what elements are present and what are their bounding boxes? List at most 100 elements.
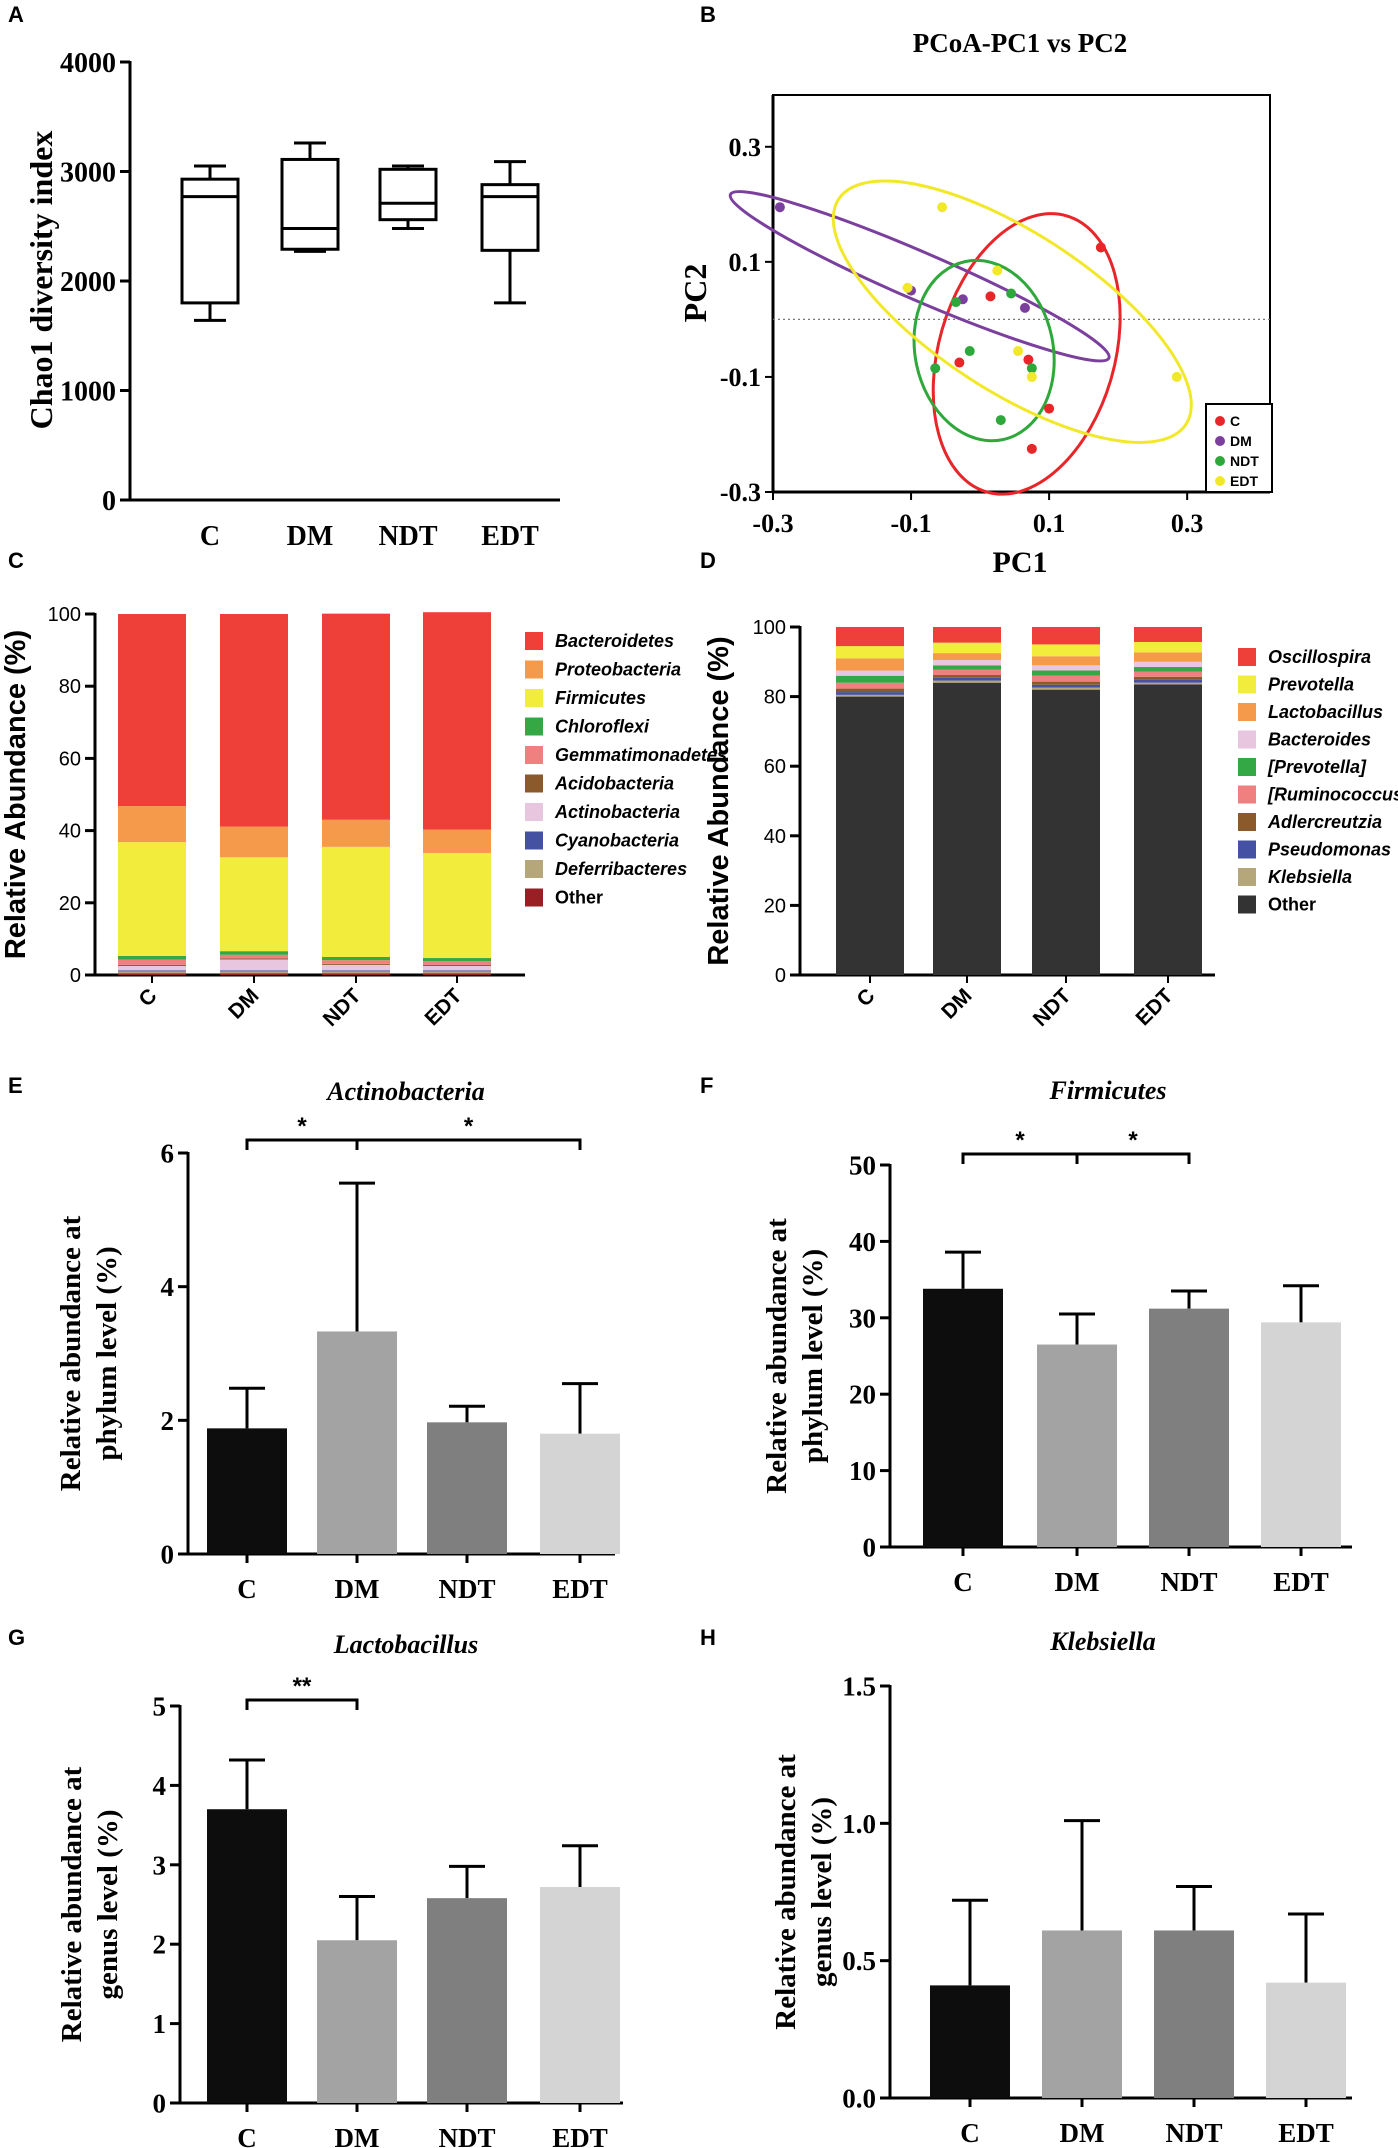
x-tick-label-dm: DM	[287, 521, 334, 552]
legend-label-adlercreutzia: Adlercreutzia	[1267, 812, 1382, 832]
y-axis-label-line-2: phylum level (%)	[797, 1249, 829, 1463]
legend-label-lactobacillus: Lactobacillus	[1268, 702, 1383, 722]
bar-segment-ndt-acidobacteria	[322, 963, 390, 965]
y-tick-label: 80	[764, 687, 786, 709]
legend-label-dm: DM	[1230, 433, 1252, 449]
bar-segment-c-ruminococcus	[836, 682, 904, 689]
legend-swatch-firmicutes	[525, 689, 543, 707]
legend-label-other: Other	[555, 888, 603, 908]
x-tick-label-edt: EDT	[1278, 2118, 1334, 2148]
x-tick-label-dm: DM	[335, 1574, 380, 1604]
y-tick-label: 3	[153, 1850, 167, 1880]
ellipse-ndt	[912, 258, 1056, 443]
box-ndt	[378, 167, 438, 222]
chart-title: Lactobacillus	[333, 1630, 478, 1659]
legend: C DM NDT EDT	[1205, 403, 1273, 493]
y-axis-label: PC2	[677, 264, 713, 323]
legend-label-klebsiella: Klebsiella	[1268, 867, 1352, 887]
bar-segment-ndt-lactobacillus	[1032, 656, 1100, 666]
legend-label-pseudomonas: Pseudomonas	[1268, 840, 1391, 860]
bar-segment-edt-deferribacteres	[423, 971, 491, 974]
bar-segment-ndt-pseudomonas	[1032, 684, 1100, 688]
bar-segment-edt-ruminococcus	[1134, 671, 1202, 677]
x-tick-label-edt: EDT	[421, 984, 467, 1030]
bar-ndt	[427, 1422, 507, 1554]
bar-segment-edt-prevotella	[1134, 667, 1202, 672]
significance-marker: **	[293, 1673, 312, 1700]
legend-label-oscillospira: Oscillospira	[1268, 647, 1371, 667]
y-tick-label: 20	[764, 895, 786, 917]
y-tick-label: 1.5	[842, 1671, 876, 1701]
bar-segment-c-bacteroides	[836, 670, 904, 676]
panel-b-pcoa: PCoA-PC1 vs PC2 0.3 0.1 -0.1 -0.3-0.3 -0.1 0.1…	[677, 28, 1273, 579]
box-dm	[280, 157, 340, 251]
bar-segment-ndt-adlercreutzia	[1032, 681, 1100, 685]
y-tick-label: 0.0	[842, 2083, 876, 2113]
bar-segment-ndt-chloroflexi	[322, 956, 390, 961]
bar-segment-ndt-proteobacteria	[322, 819, 390, 847]
bar-segment-edt-firmicutes	[423, 852, 491, 959]
panel-letter-f: F	[700, 1073, 713, 1098]
bar-edt	[540, 1887, 620, 2103]
x-tick-label-c: C	[853, 984, 880, 1011]
legend-swatch-proteobacteria	[525, 660, 543, 679]
bar-segment-dm-ruminococcus	[933, 669, 1001, 676]
bar-segment-edt-oscillospira	[1134, 627, 1202, 642]
legend-label-ruminococcus: [Ruminococcus]	[1267, 785, 1398, 805]
y-tick-label: 2	[153, 1930, 167, 1960]
bar-ndt	[427, 1898, 507, 2103]
x-axis-label: PC1	[993, 546, 1048, 579]
legend-swatch-other	[525, 888, 543, 907]
bar-segment-ndt-prevotella	[1032, 644, 1100, 657]
ellipse-edt	[831, 179, 1193, 444]
bar-segment-ndt-klebsiella	[1032, 687, 1100, 690]
bar-segment-edt-acidobacteria	[423, 964, 491, 966]
point-edt	[992, 265, 1003, 276]
bar-edt	[1266, 1982, 1346, 2098]
bar-segment-ndt-bacteroidetes	[322, 613, 390, 820]
legend-label-firmicutes: Firmicutes	[555, 688, 646, 708]
point-ndt	[950, 297, 961, 308]
point-ndt	[995, 415, 1006, 426]
legend-label-gemmatimonadetes: Gemmatimonadetes	[555, 745, 727, 765]
bar-c	[923, 1288, 1003, 1547]
x-tick-label-c: C	[237, 1574, 257, 1604]
x-tick-label-c: C	[953, 1567, 973, 1597]
bar-segment-edt-gemmatimonadetes	[423, 961, 491, 965]
y-tick-label: -0.1	[720, 363, 761, 392]
bar-segment-c-cyanobacteria	[118, 970, 186, 972]
panel-d-stacked-bar: 0 20 40 60 80 100 Relative Abundance (%) C DM NDT…	[703, 617, 1398, 1031]
panel-h-bar: Klebsiella 0.0 0.5 1.0 1.5 Relative abundance…	[770, 1627, 1352, 2148]
bar-segment-edt-bacteroides	[1134, 661, 1202, 668]
y-tick-label: 10	[849, 1456, 876, 1486]
y-axis-label-line-2: phylum level (%)	[91, 1246, 123, 1460]
legend-label-bacteroides: Bacteroides	[1268, 730, 1371, 750]
bar-segment-c-oscillospira	[836, 627, 904, 647]
y-tick-label: 1.0	[842, 1809, 876, 1839]
bar-dm	[1042, 1930, 1122, 2098]
bar-ndt	[1149, 1308, 1229, 1547]
x-tick-label-edt: EDT	[481, 521, 539, 552]
bar-segment-ndt-prevotella	[1032, 670, 1100, 676]
panel-g-bar: Lactobacillus 0 1 2 3 4 5 Relative abundance at…	[56, 1630, 623, 2148]
y-tick-label: 4	[161, 1272, 175, 1302]
point-dm	[774, 202, 785, 213]
x-tick-label-dm: DM	[1055, 1567, 1100, 1597]
y-tick-label: 100	[48, 604, 81, 626]
significance-bracket	[1075, 1152, 1191, 1164]
y-tick-label: 30	[849, 1303, 876, 1333]
bar-segment-dm-deferribacteres	[220, 971, 288, 974]
point-edt	[937, 202, 948, 213]
point-c	[1023, 354, 1034, 365]
y-tick-label: 1000	[60, 376, 116, 407]
bar-segment-dm-oscillospira	[933, 627, 1001, 643]
y-tick-label: 40	[849, 1227, 876, 1257]
legend-label-deferribacteres: Deferribacteres	[555, 859, 687, 879]
bar-segment-c-firmicutes	[118, 842, 186, 956]
bar-c	[930, 1985, 1010, 2098]
x-tick-label-ndt: NDT	[438, 1574, 495, 1604]
bar-segment-ndt-actinobacteria	[322, 964, 390, 971]
significance-marker: *	[297, 1113, 307, 1140]
bar-segment-ndt-deferribacteres	[322, 971, 390, 974]
point-ndt	[964, 346, 975, 357]
